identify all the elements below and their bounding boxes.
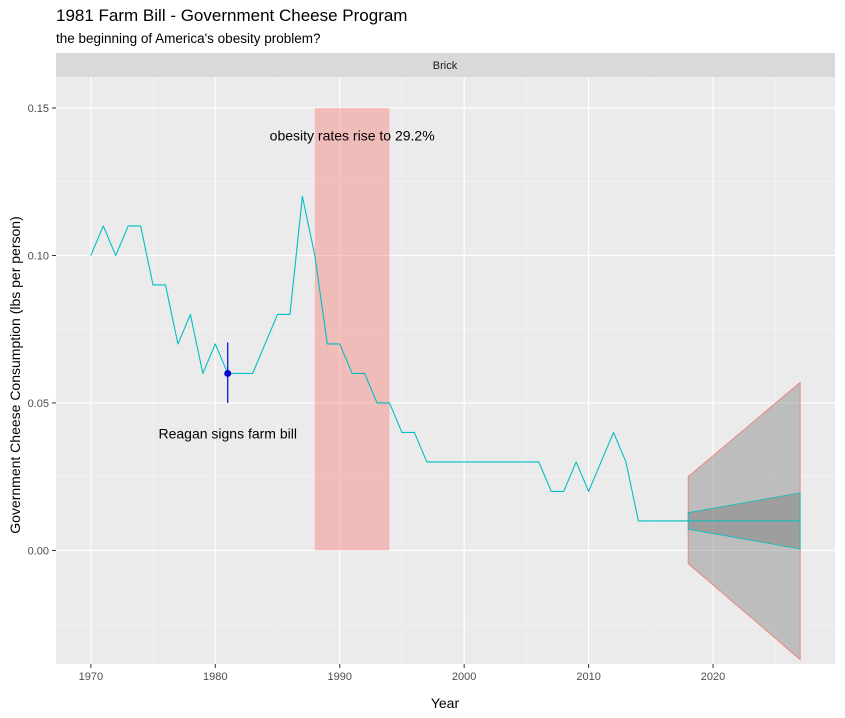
y-tick-label: 0.10 [28, 250, 49, 262]
major-grid [56, 77, 835, 664]
x-tick-label: 1970 [79, 671, 103, 683]
y-tick-label: 0.15 [28, 103, 49, 115]
highlight-rectangle [314, 107, 390, 551]
x-tick-label: 2010 [576, 671, 600, 683]
x-tick-label: 2020 [701, 671, 725, 683]
plot-panel [56, 77, 835, 664]
facet-strip-label: Brick [433, 60, 458, 72]
series-line [90, 195, 689, 522]
minor-grid [56, 77, 835, 664]
event-point [224, 369, 232, 377]
y-axis-ticks: 0.00 0.05 0.10 0.15 [28, 103, 56, 557]
y-axis-title: Government Cheese Consumption (lbs per p… [7, 216, 23, 534]
facet-strip [56, 53, 835, 77]
y-tick-label: 0.00 [28, 545, 49, 557]
chart-marks: obesity rates rise to 29.2% Reagan signs … [90, 107, 801, 661]
chart-subtitle: the beginning of America's obesity probl… [56, 31, 321, 46]
x-axis-ticks: 1970 1980 1990 2000 2010 2020 [79, 664, 725, 683]
annotation-label: obesity rates rise to 29.2% [270, 127, 435, 143]
x-tick-label: 1980 [203, 671, 227, 683]
x-axis-title: Year [431, 695, 460, 711]
y-tick-label: 0.05 [28, 398, 49, 410]
chart-title: 1981 Farm Bill - Government Cheese Progr… [56, 6, 408, 25]
x-tick-label: 2000 [452, 671, 476, 683]
x-tick-label: 1990 [327, 671, 351, 683]
annotation-label: Reagan signs farm bill [158, 425, 297, 441]
